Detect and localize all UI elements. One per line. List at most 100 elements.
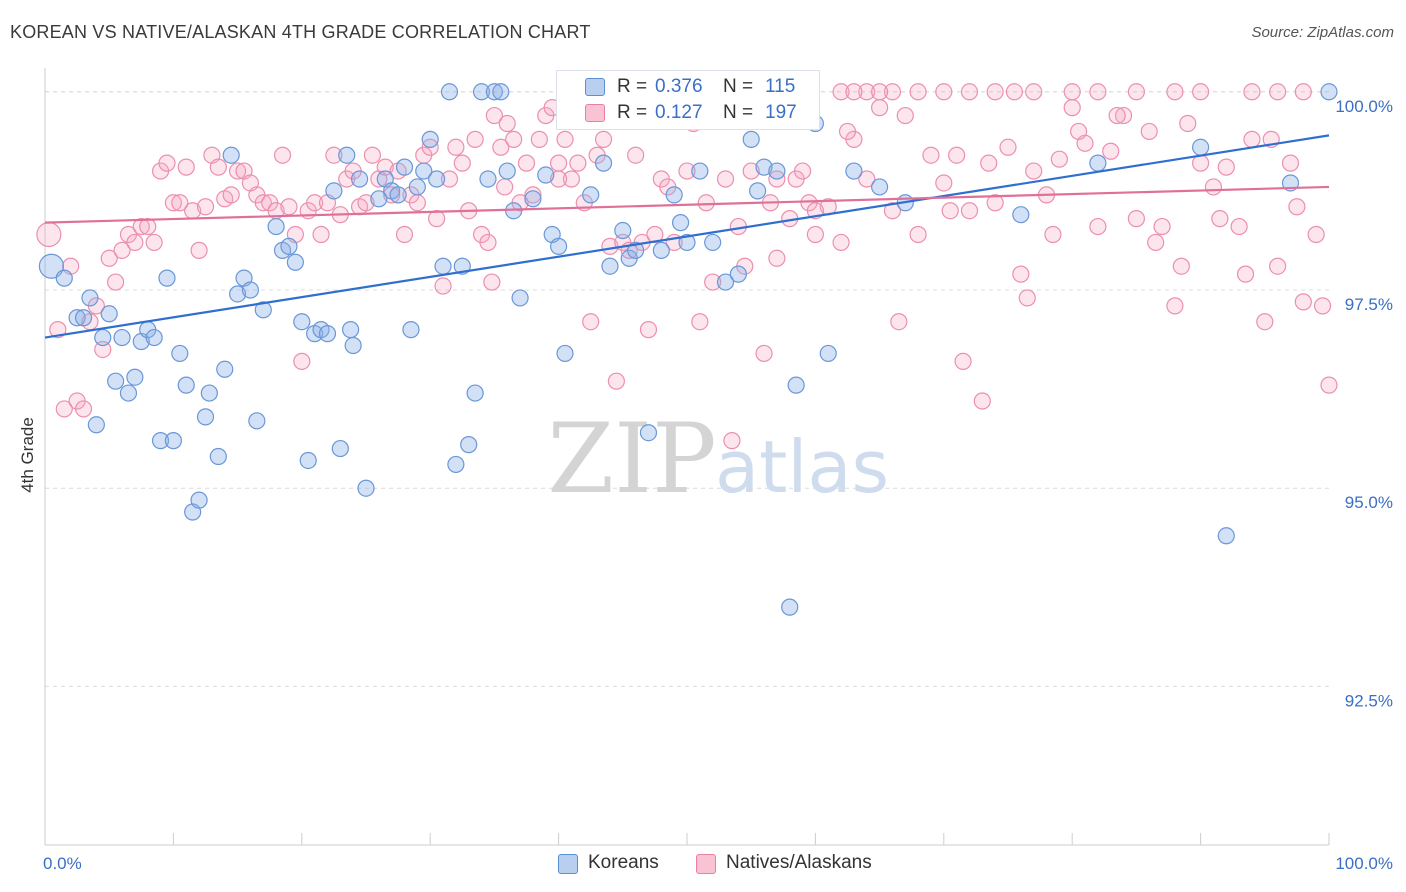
point-koreans [691,162,709,180]
point-natives [1166,297,1184,315]
point-natives [1114,106,1133,125]
point-natives [1217,158,1235,176]
point-natives [1313,297,1332,315]
point-natives [562,170,581,188]
point-koreans [524,190,542,208]
point-natives [453,154,471,172]
point-natives [1025,162,1043,180]
x-tick-label: 0.0% [43,854,82,873]
point-natives [485,106,503,125]
point-natives [1102,142,1120,160]
point-natives [312,225,330,244]
point-koreans [627,241,645,259]
point-natives [293,352,311,370]
point-koreans [286,253,304,271]
point-koreans [341,321,360,339]
legend-swatch-koreans [585,78,605,96]
point-koreans [492,83,510,101]
point-koreans [325,182,343,200]
point-koreans [389,186,407,204]
point-koreans [787,376,805,394]
point-natives [1294,83,1312,101]
legend-label-koreans: Koreans [588,852,659,873]
point-koreans [415,162,433,180]
legend-swatch-natives [696,854,716,874]
point-natives [1050,150,1068,168]
point-koreans [511,289,529,307]
point-koreans [440,83,459,101]
point-koreans [171,344,189,363]
point-natives [1153,217,1171,236]
point-natives [922,146,940,164]
point-natives [1089,217,1107,236]
watermark-zip: ZIP [547,403,716,515]
point-koreans [402,321,420,339]
point-natives [973,392,991,410]
point-koreans [74,309,93,327]
point-natives [325,146,343,164]
point-natives [49,321,67,339]
point-natives [483,273,501,291]
point-koreans [582,186,600,204]
point-koreans [209,447,227,466]
point-natives [196,198,215,216]
point-koreans [639,424,658,442]
point-natives [74,400,93,418]
point-natives [691,313,709,331]
trend-line-natives [44,185,1330,224]
y-tick-label: 95.0% [1345,493,1393,512]
point-koreans [716,273,735,291]
point-natives [36,221,62,248]
point-natives [1204,178,1223,196]
point-koreans [428,170,446,188]
point-natives [909,225,927,244]
point-natives [190,241,208,259]
point-koreans [678,233,696,252]
point-natives [858,83,876,101]
point-natives [1256,313,1274,331]
point-natives [1012,265,1030,283]
point-natives [145,233,163,252]
point-natives [357,194,375,212]
point-koreans [1320,83,1338,101]
point-natives [986,83,1004,101]
point-natives [1243,130,1261,148]
point-koreans [485,83,503,101]
point-natives [306,194,324,212]
point-natives [55,400,73,418]
point-natives [94,340,112,359]
point-koreans [107,372,125,390]
point-natives [376,158,394,176]
point-natives [793,162,812,180]
point-natives [980,154,998,172]
point-koreans [781,598,799,616]
point-natives [639,321,658,339]
point-natives [1005,83,1024,101]
point-koreans [248,412,266,430]
point-koreans [350,170,369,188]
y-tick-label: 92.5% [1345,691,1393,710]
point-koreans [119,384,138,402]
point-natives [1063,99,1081,117]
point-koreans [222,146,240,164]
chart-title: KOREAN VS NATIVE/ALASKAN 4TH GRADE CORRE… [10,22,591,42]
point-natives [1063,83,1081,101]
point-natives [858,170,876,188]
point-natives [948,146,966,164]
watermark: ZIP atlas [547,403,889,515]
point-natives [960,202,979,220]
point-koreans [190,491,208,509]
series-koreans [38,83,1338,616]
point-natives [1044,225,1062,244]
point-koreans [151,432,170,450]
point-natives [832,83,850,101]
point-koreans [652,241,670,259]
point-natives [960,83,979,101]
point-natives [100,249,118,267]
y-tick-label: 97.5% [1345,295,1393,314]
point-natives [1243,83,1261,101]
point-natives [447,138,465,156]
point-natives [582,313,600,331]
point-natives [697,194,715,212]
point-koreans [845,162,863,180]
